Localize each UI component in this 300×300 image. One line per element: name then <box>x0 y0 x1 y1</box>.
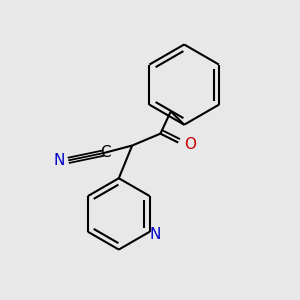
Text: C: C <box>100 146 111 160</box>
Text: N: N <box>54 153 65 168</box>
Text: O: O <box>184 136 196 152</box>
Text: N: N <box>149 226 161 242</box>
